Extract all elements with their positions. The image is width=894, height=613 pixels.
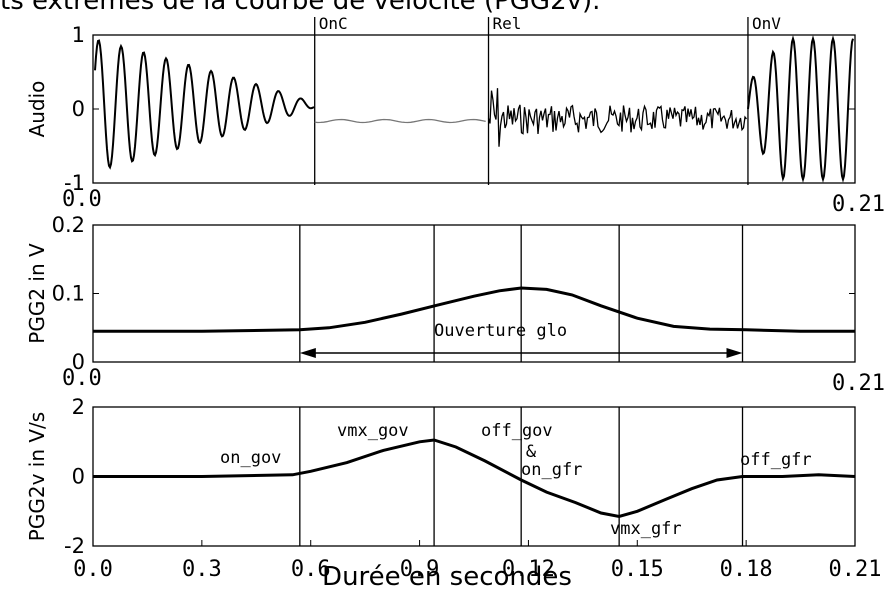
y-tick-label: 0 <box>72 97 85 121</box>
y-tick-label: 0.2 <box>52 213 85 237</box>
y-tick-label: 0 <box>72 350 85 374</box>
event-label: vmx_gfr <box>610 519 682 539</box>
y-tick-label: 1 <box>72 23 85 47</box>
x-end-label: 0.21 <box>832 192 885 217</box>
event-label: & <box>526 442 537 462</box>
y-tick-label: 0 <box>72 465 85 489</box>
x-end-label: 0.21 <box>832 371 885 396</box>
audio-waveform-voiced <box>94 39 315 170</box>
y-tick-label: -2 <box>64 534 85 558</box>
x-start-label: 0.0 <box>62 366 102 391</box>
x-tick-label: 0.9 <box>400 557 440 582</box>
x-axis-title: Durée en secondes <box>322 562 572 592</box>
arrowhead-right <box>726 348 743 358</box>
audio-panel: 1 0 -1 Audio 0.0 0.21 OnC Rel OnV <box>25 14 885 217</box>
event-label: on_gov <box>220 448 281 468</box>
data-line <box>93 286 855 333</box>
event-label: off_gov <box>481 421 553 441</box>
event-label: vmx_gov <box>337 421 409 441</box>
x-tick-label: 0.12 <box>502 557 555 582</box>
data-line <box>93 438 856 519</box>
y-tick-label: -1 <box>64 171 85 195</box>
x-tick-label: 0.15 <box>611 557 664 582</box>
x-tick-label: 0.3 <box>182 557 222 582</box>
y-tick-label: 2 <box>72 395 85 419</box>
x-start-label: 0.0 <box>62 187 102 212</box>
audio-waveform-noise <box>487 88 747 147</box>
event-label: OnC <box>319 14 348 33</box>
pgg2-panel: 0.2 0.1 0 PGG2 in V 0.0 0.21 Ouverture glo <box>25 213 885 396</box>
audio-waveform-onset <box>747 35 854 183</box>
plot-frame <box>92 34 856 184</box>
x-tick-label: 0.0 <box>73 557 113 582</box>
y-axis-label: PGG2v in V/s <box>25 412 49 541</box>
caption-text: ts extrêmes de la courbe de vélocité (PG… <box>0 0 601 16</box>
arrowhead-left <box>299 348 316 358</box>
span-label: Ouverture glo <box>434 321 567 341</box>
x-tick-label: 0.21 <box>829 557 882 582</box>
event-label: OnV <box>752 14 781 33</box>
x-tick-label: 0.18 <box>720 557 773 582</box>
event-label: off_gfr <box>740 450 812 470</box>
pgg2v-panel: 2 0 -2 PGG2v in V/s 0.0 0.3 0.6 0.9 0.12 0.15 0.18… <box>25 395 881 592</box>
x-tick-label: 0.6 <box>291 557 331 582</box>
audio-waveform-silence <box>314 118 486 124</box>
y-axis-label: PGG2 in V <box>25 243 49 344</box>
y-tick-label: 0.1 <box>52 282 85 306</box>
y-axis-label: Audio <box>25 81 49 138</box>
event-label: on_gfr <box>521 460 582 480</box>
event-label: Rel <box>493 14 522 33</box>
plot-frame <box>92 224 856 363</box>
